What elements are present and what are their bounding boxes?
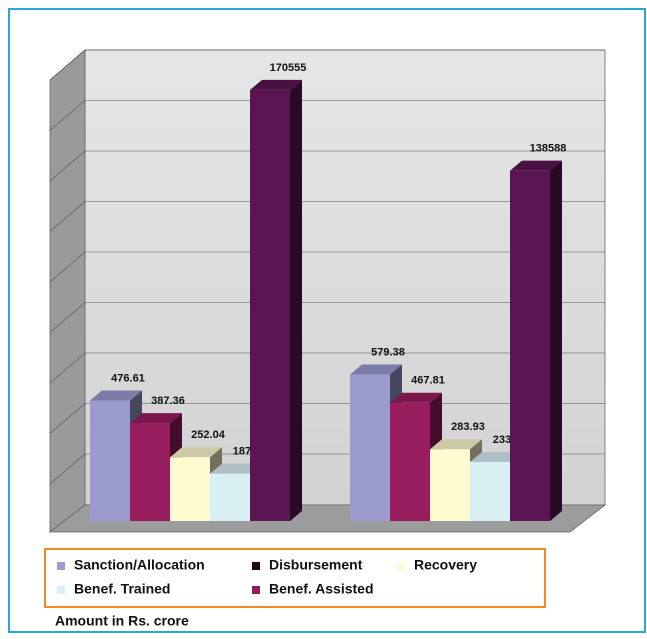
data-label: 467.81 [411, 375, 445, 387]
note: Amount in Rs. crore [55, 613, 189, 629]
bar-front [250, 89, 290, 521]
grid-line [49, 251, 86, 283]
bar-top [130, 413, 182, 424]
legend-swatch [57, 586, 65, 594]
bar-top [350, 364, 402, 375]
bar-front [170, 457, 210, 521]
bar-top [430, 439, 482, 450]
bar [510, 160, 562, 521]
bar-front [470, 461, 510, 521]
data-label: 170555 [270, 62, 307, 74]
data-label: 387.36 [151, 395, 185, 407]
bars: 476.61387.36252.0418748170555579.38467.8… [90, 62, 566, 521]
legend-label: Sanction/Allocation [74, 557, 205, 573]
bar-front [390, 402, 430, 521]
bar-side [290, 79, 302, 521]
bar-front [350, 374, 390, 521]
legend-box [44, 548, 546, 608]
grid-line [49, 49, 86, 81]
side-wall [49, 49, 86, 533]
data-label: 252.04 [191, 429, 226, 441]
bar-top [210, 463, 262, 474]
bar-top [470, 451, 522, 462]
bar-front [210, 473, 250, 521]
bar [250, 79, 302, 521]
data-label: 138588 [530, 143, 567, 155]
legend-label: Benef. Assisted [269, 581, 374, 597]
legend-label: Disbursement [269, 557, 363, 573]
bar-front [90, 400, 130, 521]
grid-line [49, 100, 86, 131]
data-label: 579.38 [371, 346, 405, 358]
bar-top [90, 390, 142, 401]
bar-top [390, 392, 442, 403]
grid-line [49, 150, 86, 182]
grid-line [49, 453, 86, 485]
legend-swatch [252, 586, 260, 594]
grid-line [49, 302, 86, 333]
bar-side [550, 160, 562, 521]
data-label: 476.61 [111, 372, 145, 384]
grid-line [49, 201, 86, 232]
bar-front [130, 423, 170, 521]
legend: Sanction/Allocation Disbursement Recovery B… [57, 557, 477, 597]
bar-top [250, 79, 302, 90]
bar [130, 413, 182, 521]
legend-swatch [397, 562, 405, 570]
bar-front [510, 170, 550, 521]
bar-top [510, 160, 562, 171]
grid-line [49, 403, 86, 434]
legend-swatch [252, 562, 260, 570]
data-label: 283.93 [451, 421, 485, 433]
legend-swatch [57, 562, 65, 570]
legend-label: Recovery [414, 557, 477, 573]
bar-front [430, 449, 470, 521]
bar-top [170, 447, 222, 458]
legend-label: Benef. Trained [74, 581, 170, 597]
grid-line [49, 352, 86, 384]
